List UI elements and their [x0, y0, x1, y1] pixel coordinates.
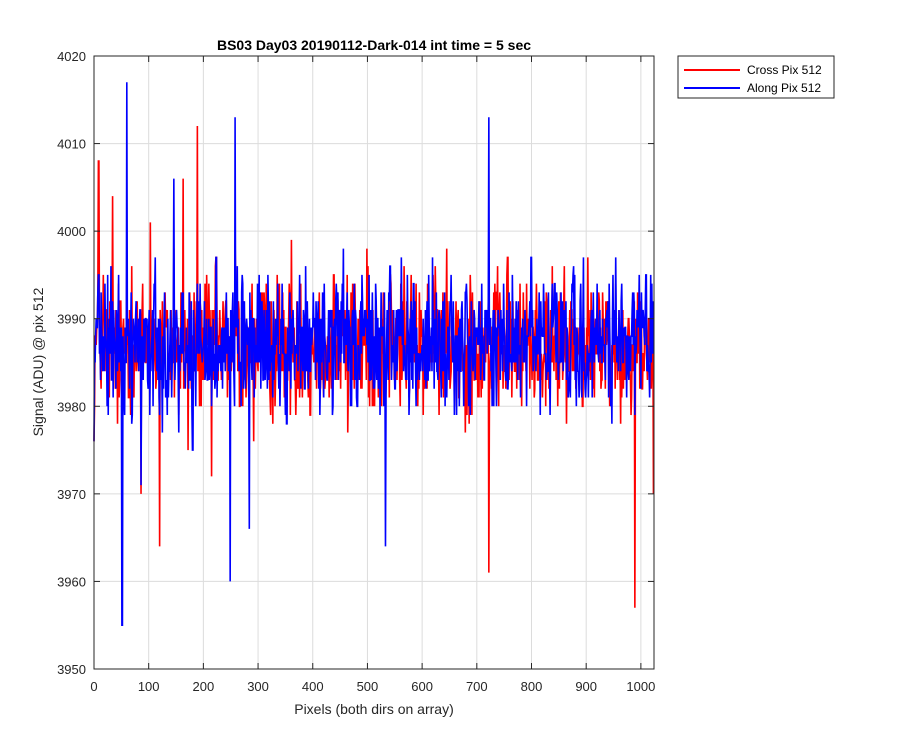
y-tick-label: 3970 — [57, 487, 86, 502]
x-tick-label: 200 — [193, 679, 215, 694]
axes-box — [93, 55, 655, 670]
y-axis-label: Signal (ADU) @ pix 512 — [30, 287, 46, 436]
y-tick-label: 3950 — [57, 662, 86, 677]
y-tick-labels: 3950 3960 3970 3980 3990 4000 4010 4020 — [57, 49, 86, 677]
y-tick-label: 4020 — [57, 49, 86, 64]
y-tick-label: 3990 — [57, 312, 86, 327]
x-tick-labels: 0 100 200 300 400 500 600 700 800 900 1000 — [90, 679, 655, 694]
x-tick-label: 900 — [575, 679, 597, 694]
series-line-along — [93, 82, 655, 627]
x-tick-label: 300 — [247, 679, 269, 694]
legend-label-along: Along Pix 512 — [747, 81, 821, 95]
x-tick-label: 400 — [302, 679, 324, 694]
x-tick-label: 0 — [90, 679, 97, 694]
x-tick-label: 800 — [521, 679, 543, 694]
chart-title: BS03 Day03 20190112-Dark-014 int time = … — [217, 37, 531, 53]
x-tick-label: 600 — [411, 679, 433, 694]
legend-box — [677, 55, 835, 99]
y-tick-label: 4000 — [57, 224, 86, 239]
x-tick-label: 100 — [138, 679, 160, 694]
legend: Cross Pix 512 Along Pix 512 — [677, 55, 835, 99]
x-tick-label: 500 — [357, 679, 379, 694]
legend-label-cross: Cross Pix 512 — [747, 63, 822, 77]
tick-marks — [93, 55, 654, 670]
y-tick-label: 3980 — [57, 399, 86, 414]
x-axis-label: Pixels (both dirs on array) — [294, 701, 454, 717]
y-tick-label: 3960 — [57, 574, 86, 589]
x-tick-label: 700 — [466, 679, 488, 694]
y-tick-label: 4010 — [57, 137, 86, 152]
series-lines — [93, 82, 655, 627]
x-tick-label: 1000 — [626, 679, 655, 694]
